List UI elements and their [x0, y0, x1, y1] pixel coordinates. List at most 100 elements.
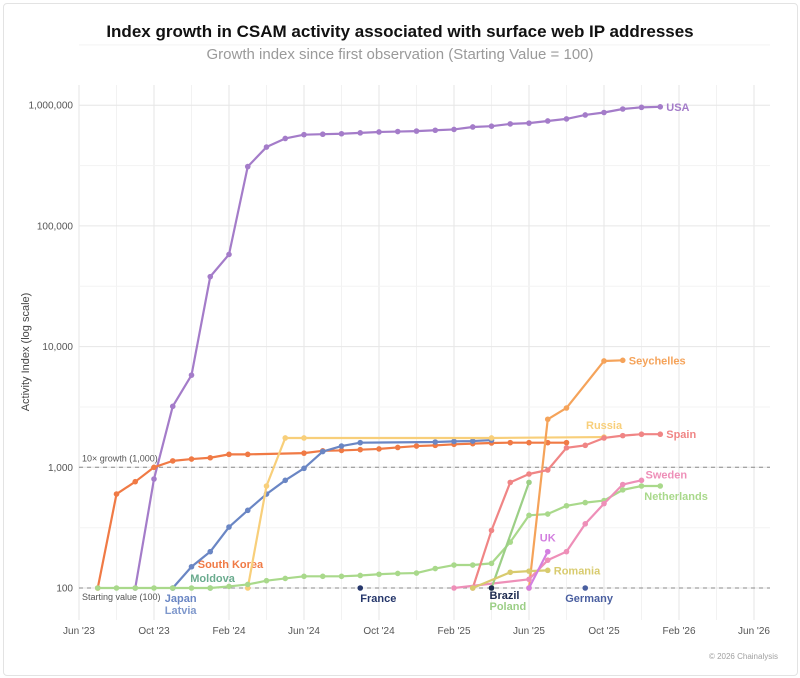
- data-point: [113, 585, 120, 591]
- data-point: [94, 585, 101, 591]
- data-point: [301, 573, 307, 580]
- data-point: [544, 118, 551, 124]
- y-tick-label: 10,000: [42, 342, 73, 353]
- data-point: [526, 479, 532, 486]
- series-line: [528, 551, 549, 589]
- data-point: [226, 583, 232, 590]
- data-point: [151, 464, 157, 471]
- data-point: [432, 565, 439, 572]
- x-tick-label: Jun '25: [513, 626, 545, 637]
- data-point: [394, 128, 401, 135]
- data-point: [526, 439, 532, 446]
- x-tick-label: Oct '24: [363, 626, 395, 637]
- data-point: [469, 585, 476, 591]
- data-point: [338, 130, 345, 137]
- data-point: [657, 103, 664, 110]
- series-uk: UK: [526, 533, 556, 591]
- series-france: France: [357, 585, 396, 605]
- data-point: [619, 357, 626, 364]
- data-point: [413, 128, 420, 134]
- x-tick-label: Jun '23: [63, 626, 95, 637]
- data-point: [451, 438, 457, 445]
- data-point: [263, 483, 270, 489]
- data-point: [319, 448, 326, 455]
- data-point: [319, 573, 326, 580]
- data-point: [507, 121, 514, 127]
- data-point: [207, 548, 214, 555]
- x-tick-label: Oct '23: [138, 626, 170, 637]
- data-point: [413, 443, 420, 449]
- data-point: [582, 442, 589, 449]
- data-point: [226, 251, 232, 258]
- data-point: [207, 454, 214, 461]
- series-label: Germany: [565, 593, 614, 605]
- x-tick-label: Oct '25: [588, 626, 620, 637]
- series-line: [453, 479, 642, 590]
- series-label: Russia: [586, 420, 623, 432]
- data-point: [338, 447, 345, 454]
- data-point: [582, 112, 589, 118]
- series-usa: USA: [132, 102, 690, 591]
- series-label: UK: [540, 533, 556, 545]
- series-sweden: Sweden: [451, 469, 687, 591]
- series-label: Spain: [666, 429, 696, 441]
- data-point: [188, 585, 195, 591]
- series-label: USA: [666, 102, 689, 114]
- data-point: [394, 570, 401, 577]
- data-point: [301, 450, 307, 456]
- data-point: [526, 576, 532, 583]
- data-point: [319, 131, 326, 138]
- data-point: [207, 585, 214, 591]
- chart-title: Index growth in CSAM activity associated…: [106, 22, 694, 41]
- data-point: [601, 435, 607, 441]
- x-tick-label: Feb '25: [437, 626, 470, 637]
- series-label: Japan: [165, 593, 197, 605]
- data-point: [563, 116, 570, 122]
- data-point: [601, 500, 607, 507]
- data-point: [638, 431, 645, 438]
- chart-subtitle: Growth index since first observation (St…: [206, 46, 594, 63]
- data-point: [151, 476, 157, 482]
- data-point: [507, 479, 514, 486]
- data-point: [357, 446, 364, 453]
- data-point: [657, 483, 664, 489]
- data-point: [244, 507, 251, 514]
- data-point: [357, 572, 364, 579]
- data-point: [301, 131, 307, 138]
- data-point: [263, 577, 270, 584]
- data-point: [132, 478, 139, 485]
- data-point: [394, 444, 401, 451]
- data-point: [638, 104, 645, 111]
- series-label: Netherlands: [644, 491, 708, 503]
- data-point: [132, 585, 139, 591]
- series-brazil: Brazil: [488, 585, 519, 602]
- y-tick-label: 1,000: [48, 463, 73, 474]
- chart-frame: [3, 3, 798, 676]
- data-point: [488, 123, 495, 129]
- data-point: [188, 372, 195, 378]
- data-point: [244, 451, 251, 458]
- data-point: [619, 106, 626, 112]
- data-point: [563, 548, 570, 555]
- x-tick-label: Jun '26: [738, 626, 770, 637]
- series-label: France: [360, 593, 396, 605]
- data-point: [451, 126, 457, 133]
- data-point: [544, 567, 551, 574]
- data-point: [544, 548, 551, 555]
- data-point: [526, 120, 532, 126]
- data-point: [488, 585, 495, 591]
- data-point: [301, 465, 307, 472]
- data-point: [338, 443, 345, 449]
- data-point: [638, 477, 645, 484]
- data-point: [338, 573, 345, 580]
- series-line: [490, 482, 531, 589]
- data-point: [188, 563, 195, 570]
- data-point: [451, 562, 457, 568]
- y-tick-label: 100,000: [37, 221, 74, 232]
- series-line: [134, 105, 661, 589]
- data-point: [357, 585, 364, 591]
- data-point: [526, 568, 532, 574]
- data-point: [563, 405, 570, 411]
- series-netherlands: Netherlands: [94, 483, 708, 591]
